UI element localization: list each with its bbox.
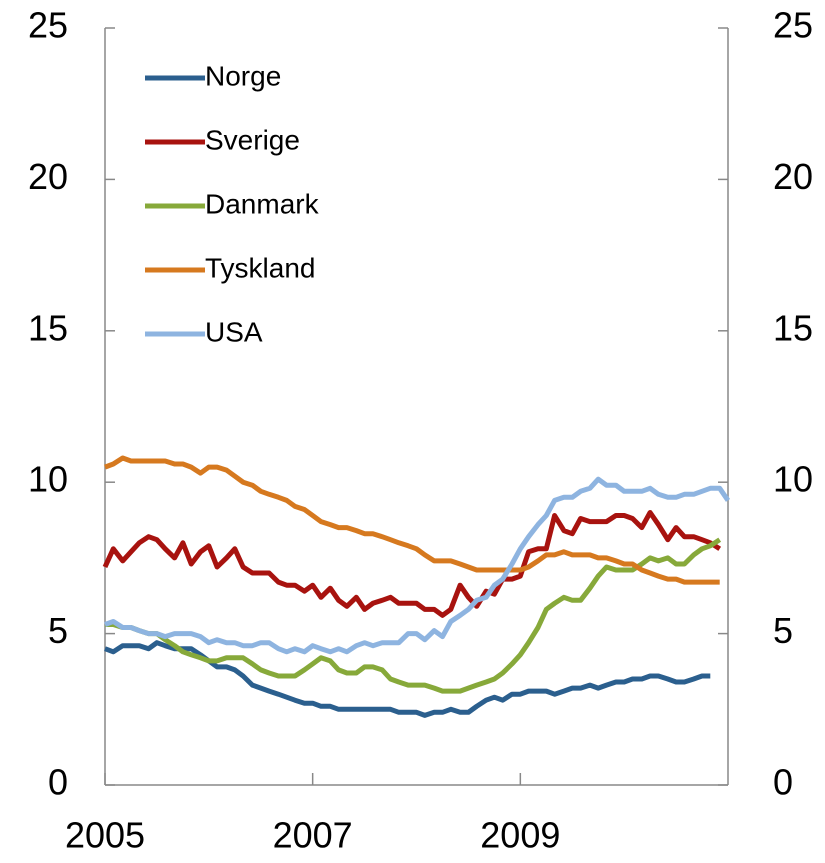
y-tick-label: 10 bbox=[28, 459, 68, 500]
y2-tick-label: 10 bbox=[773, 459, 813, 500]
y2-tick-label: 5 bbox=[773, 610, 793, 651]
y2-tick-label: 25 bbox=[773, 5, 813, 46]
y-tick-label: 0 bbox=[48, 762, 68, 803]
y2-tick-label: 20 bbox=[773, 156, 813, 197]
series-line bbox=[104, 476, 731, 655]
legend-label: Sverige bbox=[205, 124, 300, 155]
legend-label: Danmark bbox=[205, 188, 320, 219]
legend-label: Tyskland bbox=[205, 252, 316, 283]
y-tick-label: 25 bbox=[28, 5, 68, 46]
series-line bbox=[104, 640, 711, 718]
x-tick-label: 2009 bbox=[480, 815, 560, 856]
series-line bbox=[102, 510, 722, 618]
legend-label: USA bbox=[205, 316, 263, 347]
y2-tick-label: 15 bbox=[773, 307, 813, 348]
legend-label: Norge bbox=[205, 60, 281, 91]
series-line bbox=[104, 455, 720, 585]
y2-tick-label: 0 bbox=[773, 762, 793, 803]
y-tick-label: 5 bbox=[48, 610, 68, 651]
y-tick-label: 15 bbox=[28, 307, 68, 348]
series-line bbox=[105, 537, 722, 694]
x-tick-label: 2007 bbox=[273, 815, 353, 856]
x-tick-label: 2005 bbox=[65, 815, 145, 856]
y-tick-label: 20 bbox=[28, 156, 68, 197]
